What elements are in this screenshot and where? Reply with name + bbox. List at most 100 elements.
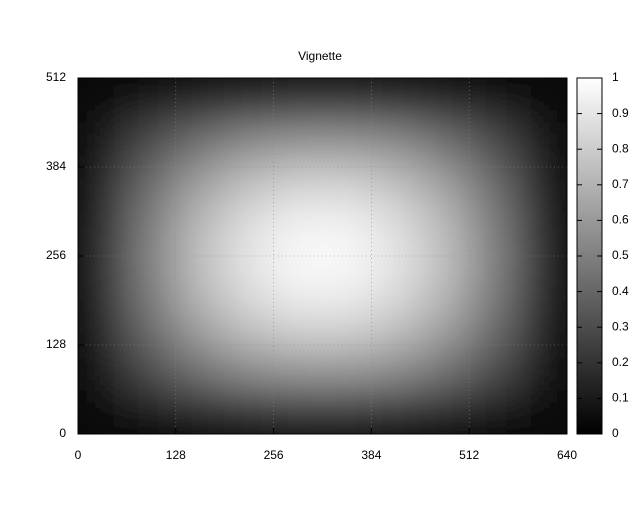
- heat-cell: [322, 211, 372, 257]
- heat-cell: [273, 344, 323, 390]
- heat-cell: [370, 255, 421, 301]
- heatmap-cells: [78, 78, 567, 434]
- heat-cell: [224, 255, 275, 301]
- heat-cell: [126, 122, 177, 168]
- x-tick-label: 128: [166, 448, 186, 462]
- colorbar-tick-label: 0: [612, 426, 619, 440]
- heat-cell: [517, 78, 567, 123]
- heat-cell: [322, 344, 372, 390]
- heat-cell: [78, 344, 128, 390]
- heat-cell: [224, 389, 275, 434]
- heat-cell: [322, 300, 372, 346]
- heat-cell: [224, 166, 275, 212]
- heat-cell: [126, 344, 177, 390]
- colorbar-tick-label: 0.8: [612, 141, 629, 155]
- heat-cell: [517, 300, 567, 346]
- heat-cell: [468, 255, 519, 301]
- heat-cell: [419, 211, 470, 257]
- heat-cell: [468, 389, 519, 434]
- heat-cell: [468, 122, 519, 168]
- heat-cell: [517, 166, 567, 212]
- heat-cell: [322, 255, 372, 301]
- heat-cell: [78, 300, 128, 346]
- y-tick-label: 512: [46, 70, 66, 84]
- heat-cell: [419, 255, 470, 301]
- heat-cell: [370, 344, 421, 390]
- heat-cell: [126, 166, 177, 212]
- colorbar-tick-label: 0.7: [612, 177, 629, 191]
- heat-cell: [468, 300, 519, 346]
- heat-cell: [322, 122, 372, 168]
- heat-cell: [370, 166, 421, 212]
- heat-cell: [322, 166, 372, 212]
- heat-cell: [273, 122, 323, 168]
- heat-cell: [517, 389, 567, 434]
- colorbar-tick-label: 0.3: [612, 319, 629, 333]
- heat-cell: [517, 122, 567, 168]
- heat-cell: [273, 78, 323, 123]
- heat-cell: [78, 389, 128, 434]
- heat-cell: [468, 166, 519, 212]
- heat-cell: [78, 211, 128, 257]
- heat-cell: [370, 300, 421, 346]
- heat-cell: [273, 255, 323, 301]
- heat-cell: [370, 211, 421, 257]
- colorbar-tick-label: 0.1: [612, 391, 629, 405]
- heat-cell: [224, 300, 275, 346]
- y-tick-label: 384: [46, 159, 66, 173]
- heat-cell: [126, 389, 177, 434]
- x-tick-label: 640: [557, 448, 577, 462]
- heat-cell: [322, 78, 372, 123]
- heat-cell: [370, 389, 421, 434]
- colorbar-tick-label: 0.5: [612, 248, 629, 262]
- heat-cell: [126, 78, 177, 123]
- x-tick-label: 512: [459, 448, 479, 462]
- heat-cell: [224, 344, 275, 390]
- heat-cell: [517, 344, 567, 390]
- heat-cell: [126, 211, 177, 257]
- heatmap: [78, 78, 567, 434]
- heat-cell: [224, 78, 275, 123]
- heat-cell: [175, 300, 226, 346]
- heat-cell: [175, 78, 226, 123]
- heat-cell: [78, 166, 128, 212]
- heat-cell: [419, 300, 470, 346]
- heat-cell: [517, 255, 567, 301]
- heat-cell: [175, 122, 226, 168]
- heat-cell: [273, 166, 323, 212]
- heat-cell: [224, 211, 275, 257]
- heat-cell: [175, 211, 226, 257]
- heat-cell: [175, 255, 226, 301]
- heat-cell: [419, 389, 470, 434]
- y-tick-label: 256: [46, 248, 66, 262]
- heat-cell: [322, 389, 372, 434]
- colorbar-tick-label: 0.4: [612, 284, 629, 298]
- heat-cell: [273, 389, 323, 434]
- heat-cell: [273, 300, 323, 346]
- heat-cell: [419, 344, 470, 390]
- chart-title: Vignette: [298, 49, 342, 63]
- heat-cell: [175, 389, 226, 434]
- heat-cell: [273, 211, 323, 257]
- heat-cell: [517, 211, 567, 257]
- heat-cell: [468, 344, 519, 390]
- heat-cell: [126, 300, 177, 346]
- heat-cell: [78, 78, 128, 123]
- x-tick-label: 0: [75, 448, 82, 462]
- x-tick-label: 384: [361, 448, 381, 462]
- heat-cell: [175, 344, 226, 390]
- colorbar-tick-label: 0.9: [612, 106, 629, 120]
- heat-cell: [468, 211, 519, 257]
- heat-cell: [468, 78, 519, 123]
- heat-cell: [78, 255, 128, 301]
- heat-cell: [370, 78, 421, 123]
- heat-cell: [175, 166, 226, 212]
- colorbar-tick-label: 1: [612, 70, 619, 84]
- heat-cell: [370, 122, 421, 168]
- colorbar-tick-label: 0.6: [612, 213, 629, 227]
- y-tick-label: 0: [59, 426, 66, 440]
- heat-cell: [419, 166, 470, 212]
- y-tick-label: 128: [46, 337, 66, 351]
- heat-cell: [419, 122, 470, 168]
